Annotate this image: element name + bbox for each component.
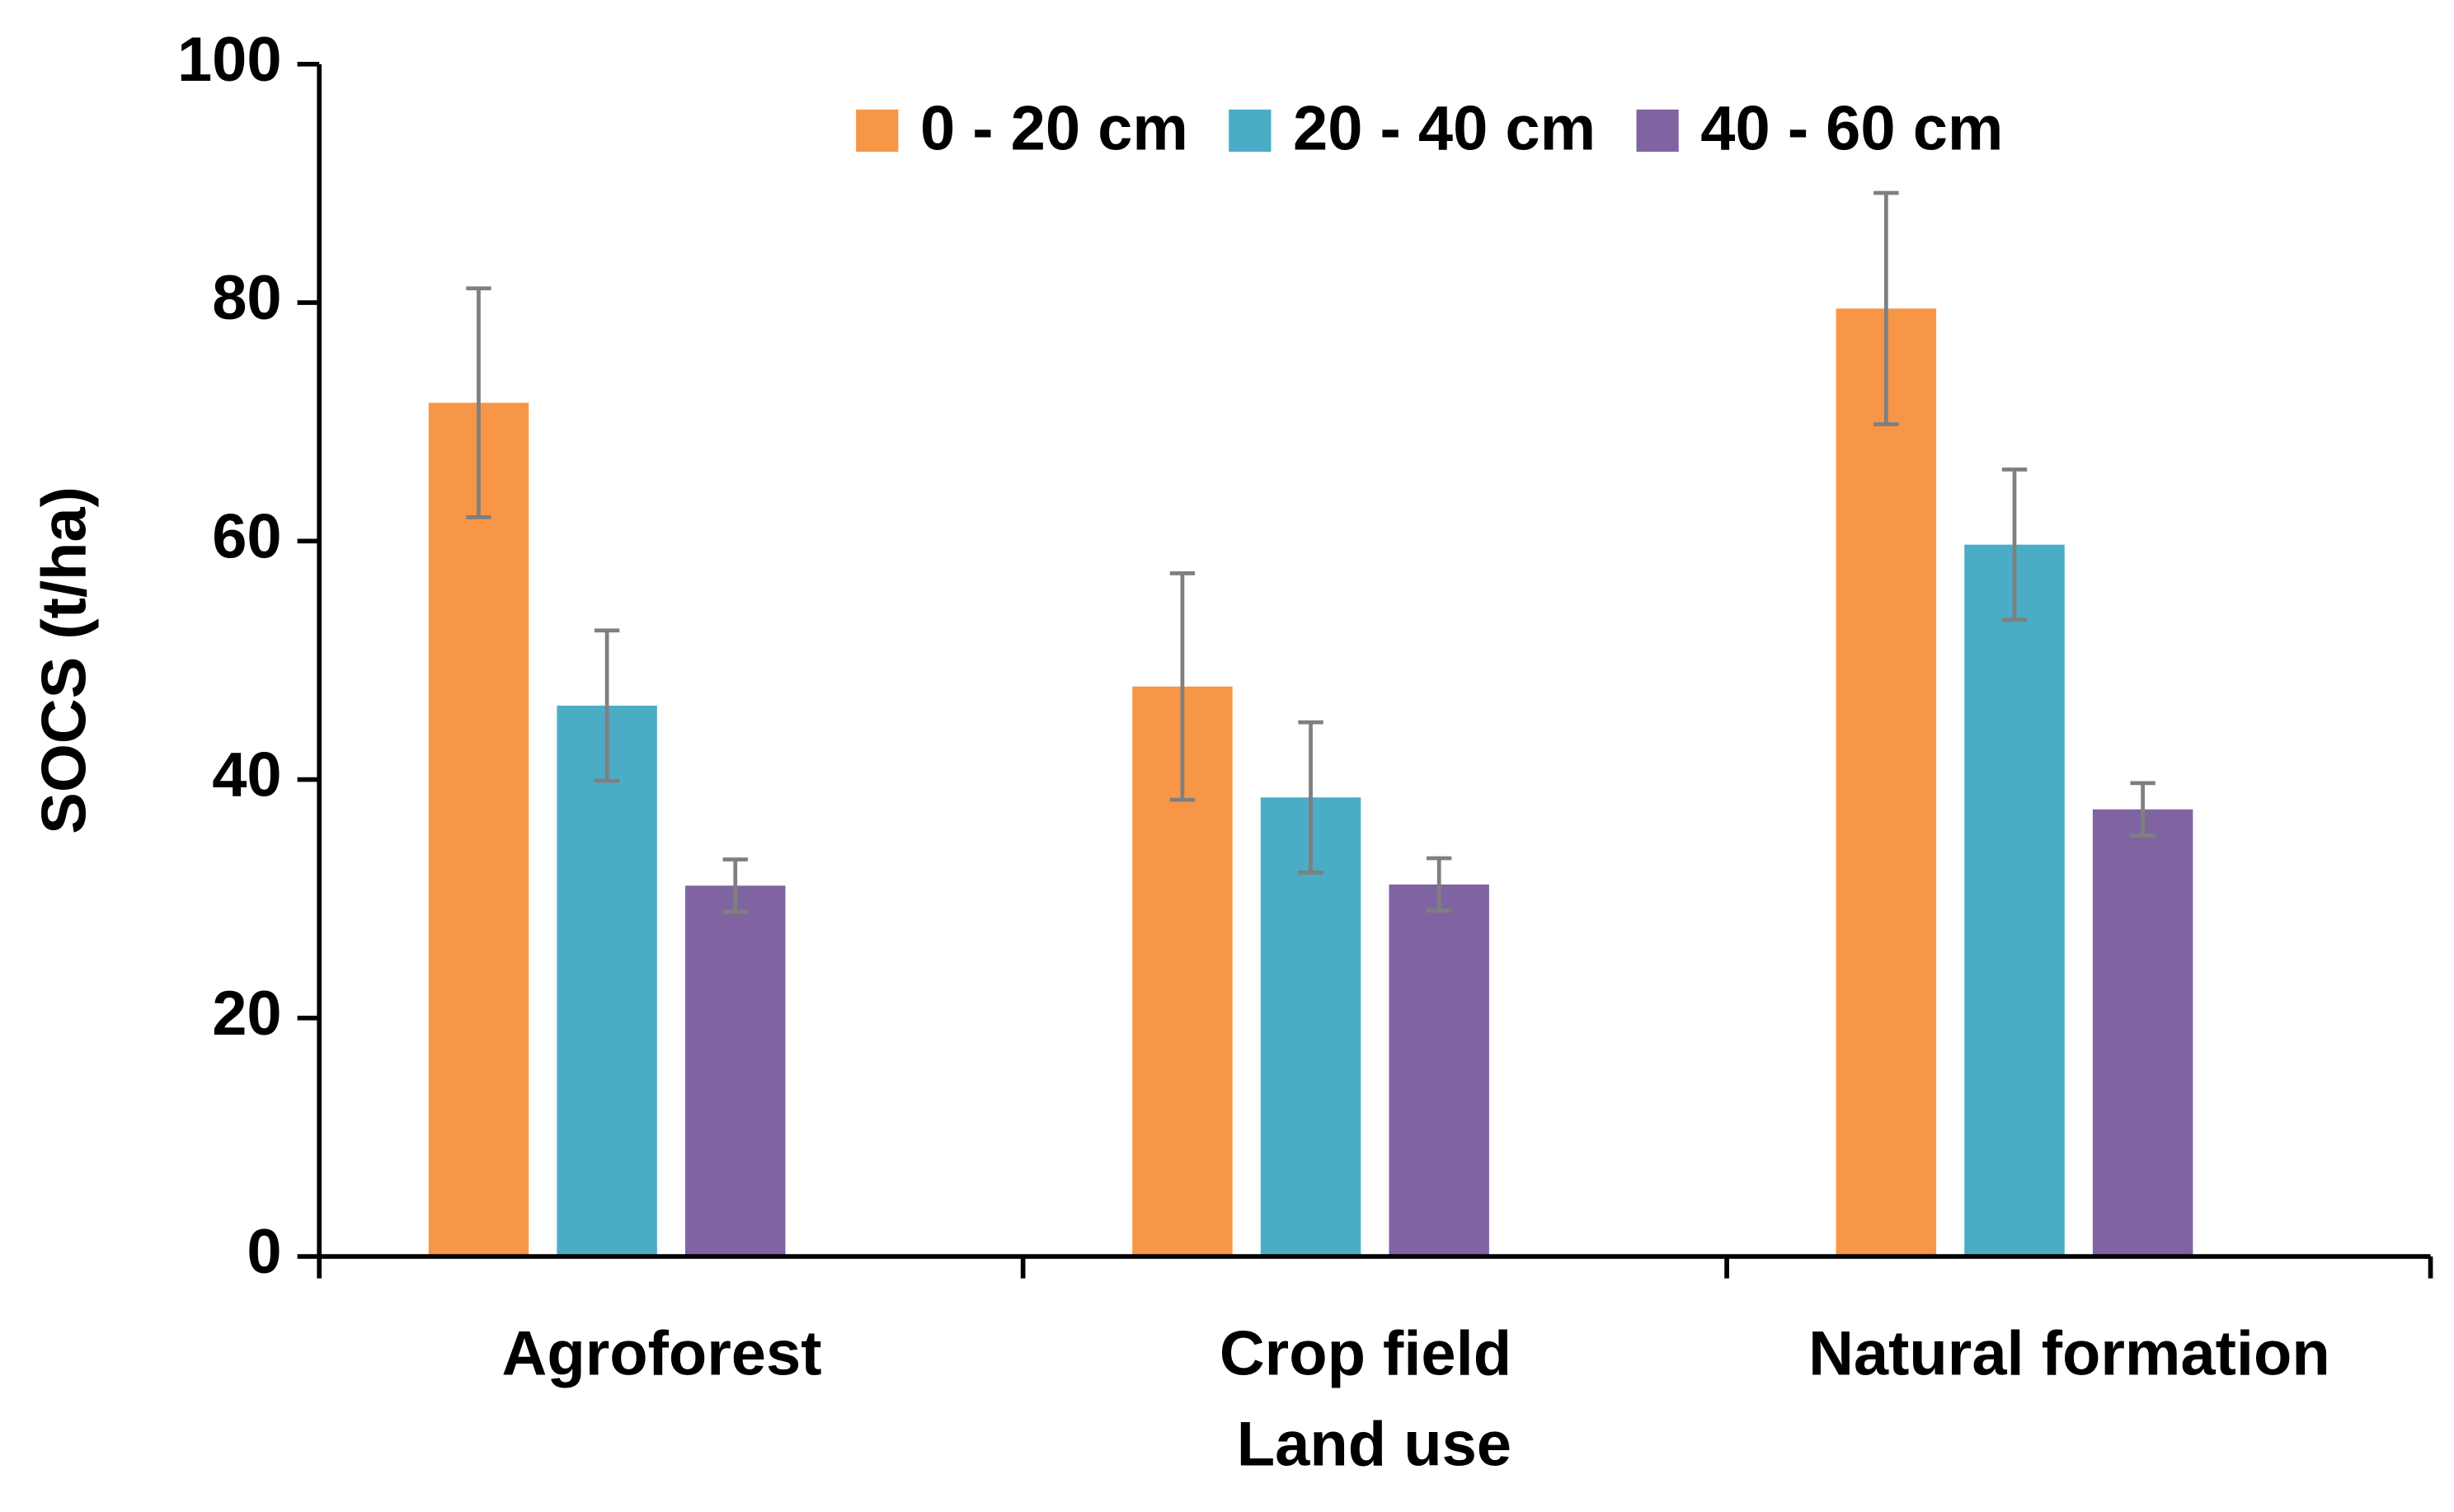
- legend-swatch: [856, 109, 899, 153]
- bar: [1964, 544, 2065, 1257]
- y-tick-label: 60: [212, 501, 281, 571]
- y-tick-label: 20: [212, 979, 281, 1049]
- y-tick-label: 80: [212, 263, 281, 333]
- bar: [428, 402, 529, 1257]
- legend-label: 40 - 60 cm: [1700, 93, 2003, 163]
- y-tick-label: 40: [212, 740, 281, 810]
- x-tick-label: Natural formation: [1808, 1318, 2330, 1388]
- y-tick-label: 0: [247, 1217, 281, 1287]
- bar: [1836, 308, 1937, 1257]
- y-tick-label: 100: [177, 25, 282, 95]
- error-bar: [2001, 467, 2028, 622]
- x-tick-label: Crop field: [1220, 1318, 1511, 1388]
- error-bar: [466, 286, 491, 519]
- error-bar: [1169, 571, 1196, 802]
- error-bar: [594, 628, 620, 783]
- bar: [1389, 884, 1489, 1257]
- bar: [557, 705, 657, 1257]
- error-bar: [2130, 781, 2155, 838]
- error-bar: [1873, 190, 1899, 426]
- bar: [684, 885, 786, 1257]
- legend-swatch: [1636, 109, 1679, 153]
- y-axis-title: SOCS (t/ha): [30, 486, 100, 834]
- error-bar: [1298, 720, 1323, 875]
- legend-label: 0 - 20 cm: [920, 93, 1188, 163]
- x-tick-label: Agroforest: [502, 1318, 822, 1388]
- legend-label: 20 - 40 cm: [1293, 93, 1596, 163]
- bar: [2092, 809, 2193, 1257]
- error-bar: [722, 857, 748, 914]
- x-axis-title: Land use: [1237, 1410, 1511, 1480]
- legend-swatch: [1229, 109, 1272, 153]
- error-bar: [1426, 856, 1452, 913]
